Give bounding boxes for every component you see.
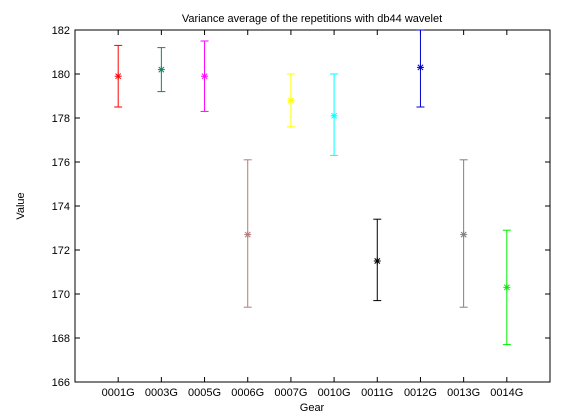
mean-marker <box>201 72 209 80</box>
mean-marker <box>244 231 252 239</box>
mean-marker <box>114 72 122 80</box>
error-bar <box>416 29 425 108</box>
x-tick-label: 0003G <box>145 387 178 399</box>
y-tick-label: 168 <box>52 333 70 345</box>
x-tick-label: 0010G <box>318 387 351 399</box>
x-axis: 0001G 0003G 0005G 0006G 0007G 0010G 0011G 0012G… <box>102 30 523 399</box>
x-tick-label: 0013G <box>447 387 480 399</box>
x-tick-label: 0011G <box>361 387 393 399</box>
x-tick-label: 0005G <box>188 387 221 399</box>
x-tick-label: 0007G <box>274 387 307 399</box>
x-tick-label: 0001G <box>102 387 135 399</box>
y-tick-label: 178 <box>52 113 70 125</box>
mean-marker <box>287 96 295 104</box>
x-tick-label: 0014G <box>490 387 523 399</box>
mean-marker <box>157 66 165 74</box>
plot-area <box>74 29 551 383</box>
y-axis: 166 168 170 172 174 176 178 180 182 <box>52 25 550 389</box>
mean-marker <box>330 112 338 120</box>
error-bar <box>114 44 123 108</box>
error-bars <box>114 29 511 346</box>
x-tick-label: 0006G <box>231 387 264 399</box>
error-bar <box>459 159 468 308</box>
x-axis-label: Gear <box>300 402 325 412</box>
mean-marker <box>416 63 424 71</box>
y-tick-label: 182 <box>52 25 70 37</box>
error-bar <box>243 159 252 308</box>
error-bar <box>200 40 209 112</box>
y-tick-label: 176 <box>52 157 70 169</box>
error-bar <box>502 229 511 346</box>
y-axis-label: Value <box>15 192 27 219</box>
y-tick-label: 166 <box>52 377 70 389</box>
mean-marker <box>503 283 511 291</box>
chart-title: Variance average of the repetitions with… <box>182 13 442 25</box>
mean-marker <box>373 257 381 265</box>
y-tick-label: 172 <box>52 245 70 257</box>
y-tick-label: 174 <box>52 201 70 213</box>
mean-marker <box>460 231 468 239</box>
error-bar <box>286 73 295 128</box>
error-bar <box>373 218 382 302</box>
y-tick-label: 180 <box>52 69 70 81</box>
x-tick-label: 0012G <box>404 387 437 399</box>
error-bar <box>330 73 339 156</box>
y-tick-label: 170 <box>52 289 70 301</box>
error-bar <box>157 47 166 93</box>
